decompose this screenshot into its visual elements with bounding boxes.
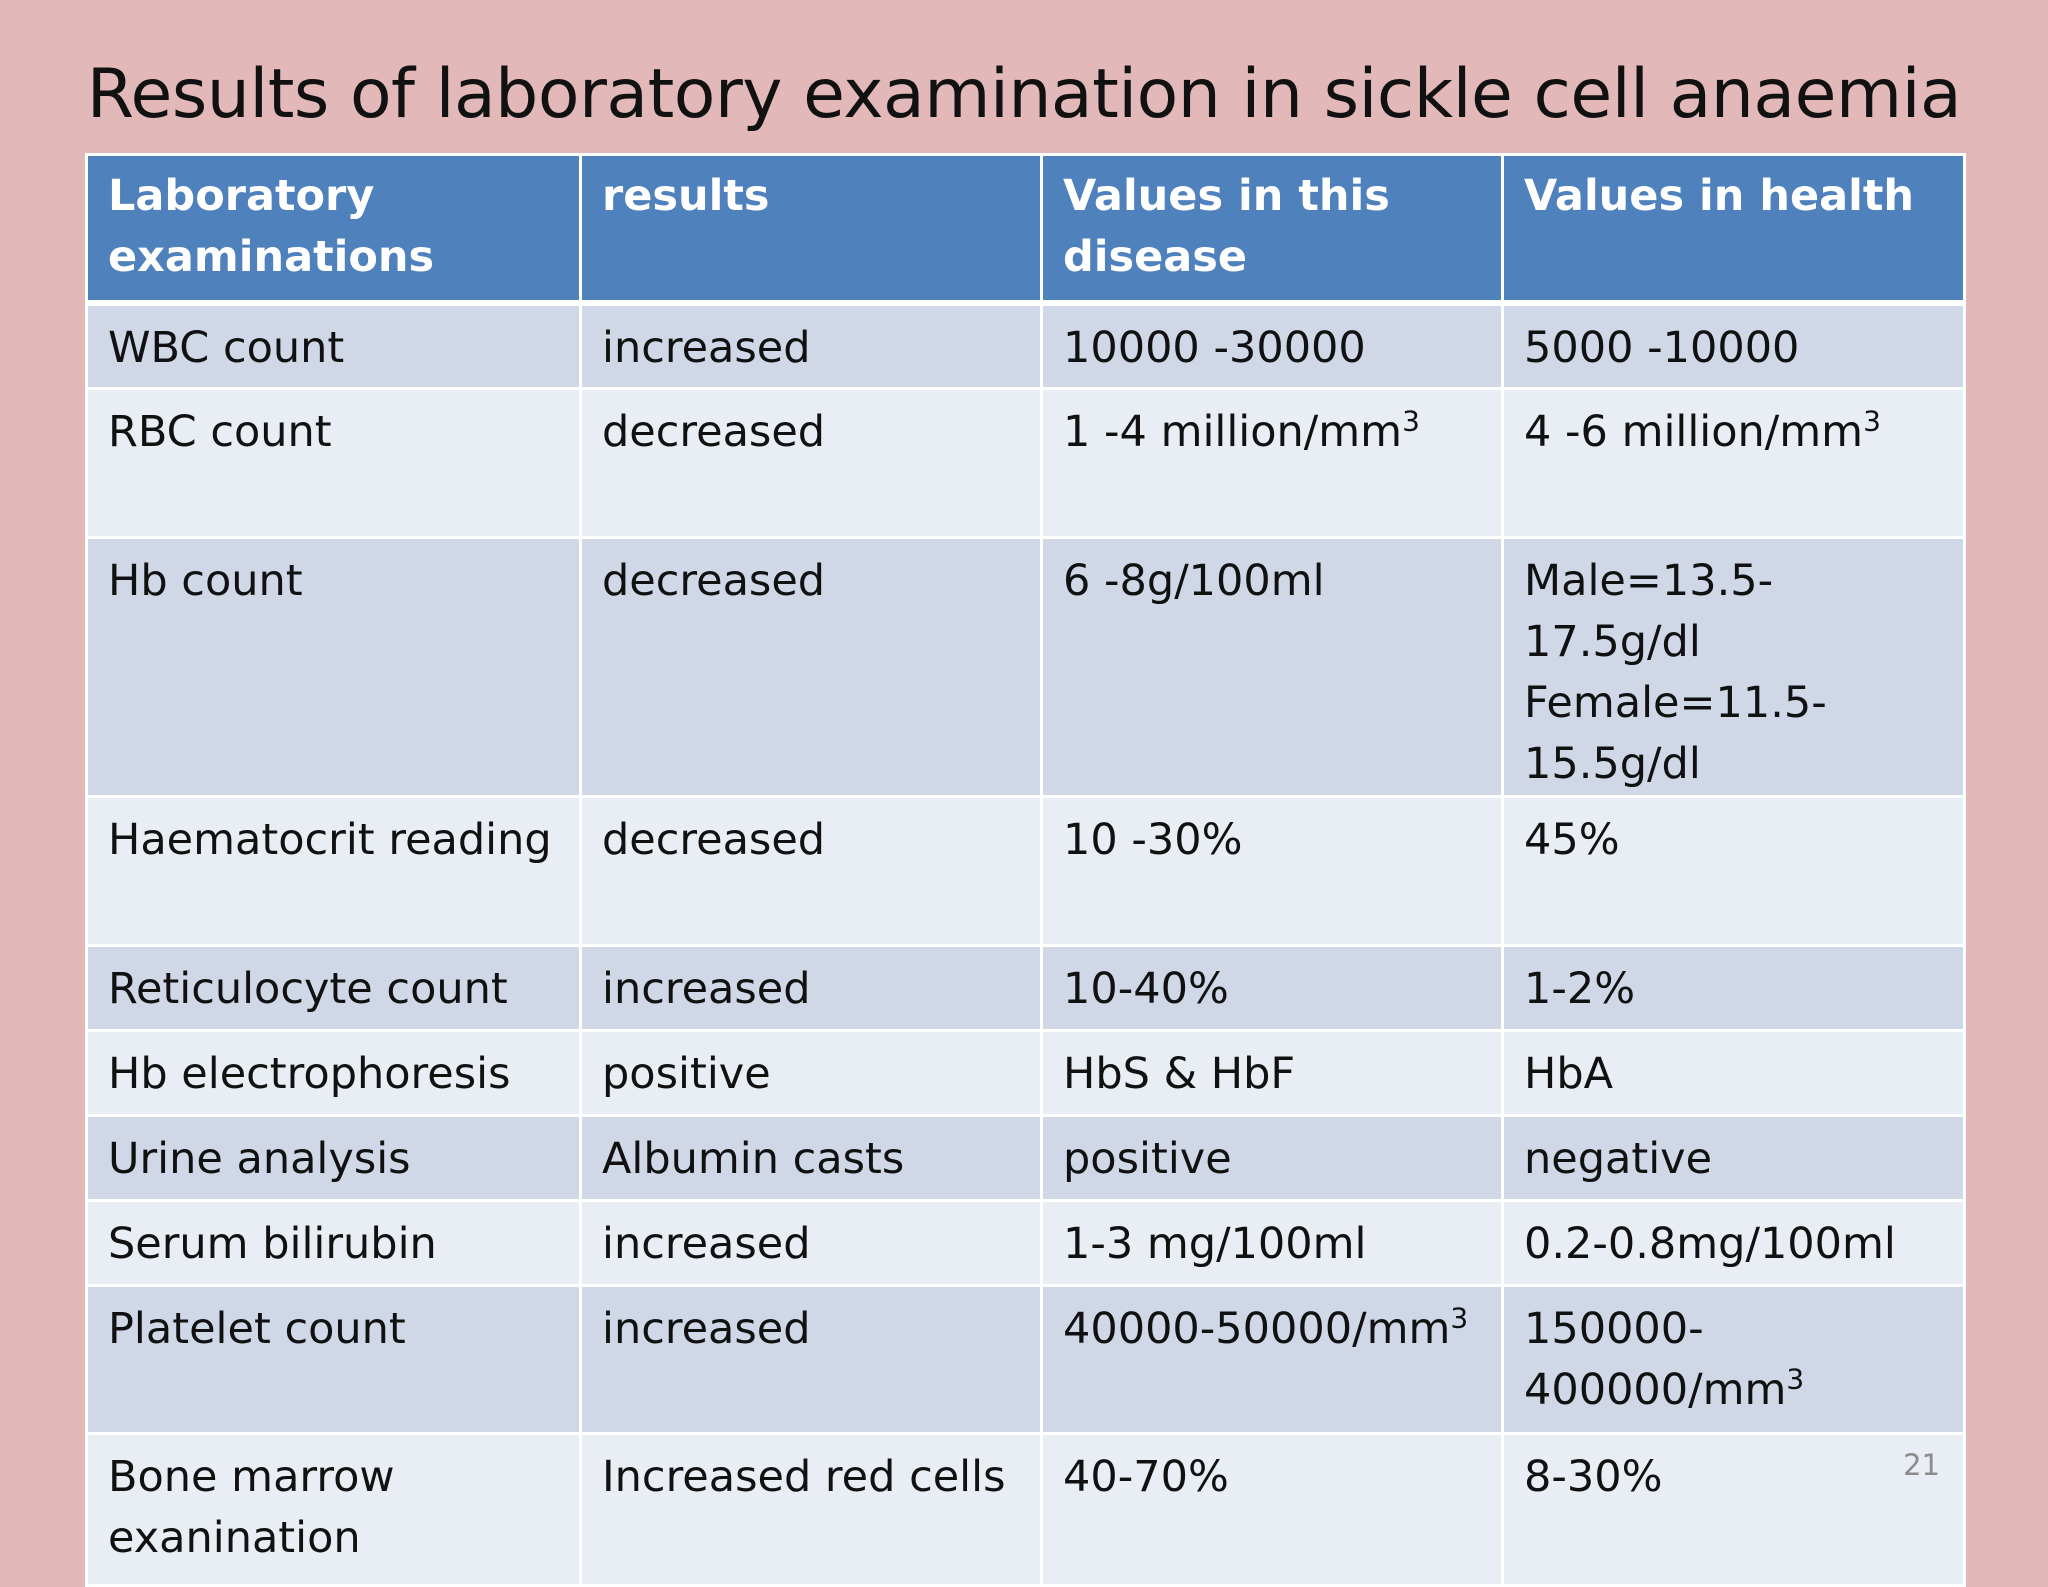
cell-health-value: HbA — [1501, 1029, 1966, 1117]
cell-exam: Serum bilirubin — [85, 1199, 582, 1287]
cell-result: Increased red cells — [579, 1432, 1043, 1587]
cell-exam: Haematocrit reading — [85, 795, 582, 947]
cell-exam: Urine analysis — [85, 1114, 582, 1202]
slide-number: 21 — [1903, 1448, 1940, 1482]
value-text: 10-40% — [1063, 964, 1229, 1014]
superscript: 3 — [1786, 1362, 1805, 1396]
cell-health-value: 150000-400000/mm3 — [1501, 1284, 1966, 1435]
cell-health-value: 1-2% — [1501, 944, 1966, 1032]
cell-disease-value: 1-3 mg/100ml — [1040, 1199, 1504, 1287]
table-row: Bone marrow exanination Increased red ce… — [85, 1432, 1966, 1587]
cell-disease-value: 10-40% — [1040, 944, 1504, 1032]
cell-result: increased — [579, 1284, 1043, 1435]
cell-result: decreased — [579, 536, 1043, 798]
cell-disease-value: HbS & HbF — [1040, 1029, 1504, 1117]
value-text: 5000 -10000 — [1524, 322, 1800, 373]
cell-exam: RBC count — [85, 387, 582, 539]
table-row: Platelet count increased 40000-50000/mm3… — [85, 1284, 1966, 1435]
cell-exam: Hb count — [85, 536, 582, 798]
table-row: Haematocrit reading decreased 10 -30% 45… — [85, 795, 1966, 947]
cell-health-value: 4 -6 million/mm3 — [1501, 387, 1966, 539]
cell-health-value: 0.2-0.8mg/100ml — [1501, 1199, 1966, 1287]
value-text: 6 -8g/100ml — [1063, 556, 1325, 606]
cell-result: Albumin casts — [579, 1114, 1043, 1202]
cell-exam: Bone marrow exanination — [85, 1432, 582, 1587]
superscript: 3 — [1450, 1301, 1469, 1335]
cell-exam: Hb electrophoresis — [85, 1029, 582, 1117]
cell-exam: Platelet count — [85, 1284, 582, 1435]
cell-result: positive — [579, 1029, 1043, 1117]
value-text: 10 -30% — [1063, 815, 1243, 865]
cell-disease-value: 10000 -30000 — [1040, 301, 1504, 390]
table-row: Hb count decreased 6 -8g/100ml Male=13.5… — [85, 536, 1966, 798]
value-text: 1-2% — [1524, 964, 1636, 1014]
value-text: 40-70% — [1063, 1452, 1229, 1502]
cell-disease-value: positive — [1040, 1114, 1504, 1202]
superscript: 3 — [1863, 404, 1881, 438]
table-row: WBC count increased 10000 -30000 5000 -1… — [85, 301, 1966, 390]
cell-disease-value: 40-70% — [1040, 1432, 1504, 1587]
value-text: HbS & HbF — [1063, 1049, 1296, 1099]
header-values-in-health: Values in health — [1501, 153, 1966, 306]
lab-results-table: Laboratory examinations results Values i… — [85, 153, 1966, 1587]
value-text: 1-3 mg/100ml — [1063, 1219, 1367, 1269]
value-text: HbA — [1524, 1049, 1614, 1099]
value-text: 1 -4 million/mm — [1063, 407, 1403, 457]
table-header-row: Laboratory examinations results Values i… — [85, 153, 1966, 306]
cell-disease-value: 1 -4 million/mm3 — [1040, 387, 1504, 539]
table-row: Serum bilirubin increased 1-3 mg/100ml 0… — [85, 1199, 1966, 1287]
cell-health-value: Male=13.5-17.5g/dl Female=11.5-15.5g/dl — [1501, 536, 1966, 798]
superscript: 3 — [1402, 404, 1420, 438]
cell-health-value: negative — [1501, 1114, 1966, 1202]
header-values-in-disease: Values in this disease — [1040, 153, 1504, 306]
table-row: Hb electrophoresis positive HbS & HbF Hb… — [85, 1029, 1966, 1117]
header-results: results — [579, 153, 1043, 306]
cell-result: decreased — [579, 387, 1043, 539]
value-text: negative — [1524, 1134, 1713, 1184]
value-text: 150000-400000/mm — [1524, 1304, 1787, 1415]
cell-result: decreased — [579, 795, 1043, 947]
value-text: 0.2-0.8mg/100ml — [1524, 1219, 1896, 1269]
value-text: 40000-50000/mm — [1063, 1304, 1451, 1354]
cell-result: increased — [579, 944, 1043, 1032]
value-text: 8-30% — [1524, 1452, 1663, 1502]
slide-title: Results of laboratory examination in sic… — [86, 55, 1962, 134]
cell-disease-value: 10 -30% — [1040, 795, 1504, 947]
cell-result: increased — [579, 301, 1043, 390]
value-text: 45% — [1524, 815, 1620, 865]
cell-health-value: 5000 -10000 — [1501, 301, 1966, 390]
table-row: Reticulocyte count increased 10-40% 1-2% — [85, 944, 1966, 1032]
table-row: Urine analysis Albumin casts positive ne… — [85, 1114, 1966, 1202]
cell-result: increased — [579, 1199, 1043, 1287]
cell-disease-value: 40000-50000/mm3 — [1040, 1284, 1504, 1435]
cell-exam: Reticulocyte count — [85, 944, 582, 1032]
value-text: 4 -6 million/mm — [1524, 407, 1864, 457]
value-text: positive — [1063, 1134, 1232, 1184]
cell-disease-value: 6 -8g/100ml — [1040, 536, 1504, 798]
cell-health-value: 45% — [1501, 795, 1966, 947]
value-text: Male=13.5-17.5g/dl Female=11.5-15.5g/dl — [1524, 556, 1827, 789]
header-laboratory-examinations: Laboratory examinations — [85, 153, 582, 306]
table-row: RBC count decreased 1 -4 million/mm3 4 -… — [85, 387, 1966, 539]
value-text: 10000 -30000 — [1063, 322, 1366, 373]
cell-exam: WBC count — [85, 301, 582, 390]
